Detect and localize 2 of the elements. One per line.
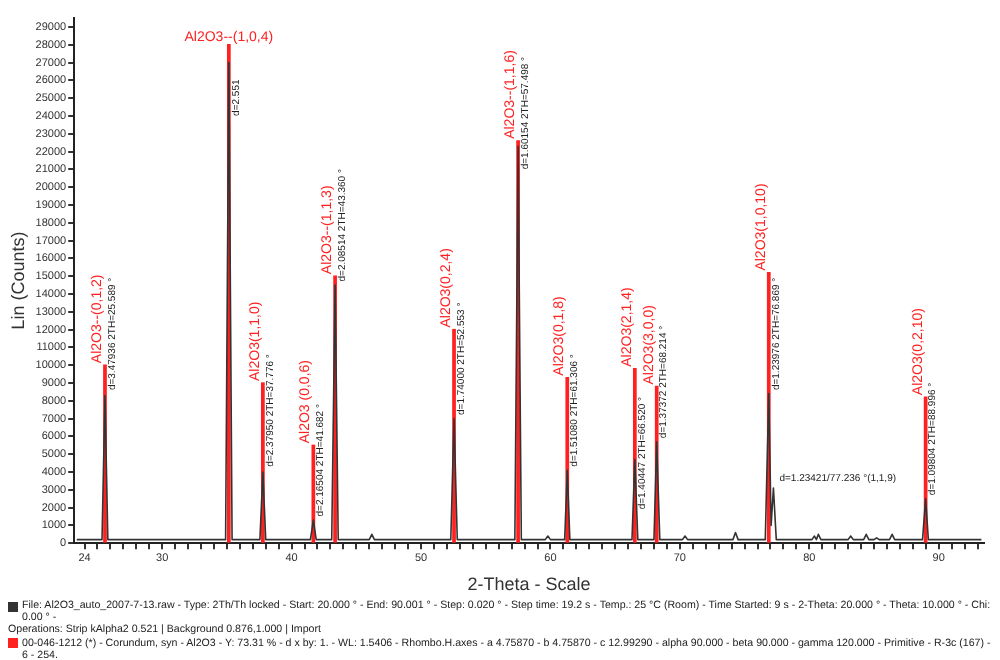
x-axis-title: 2-Theta - Scale — [467, 574, 591, 595]
y-axis-title: Lin (Counts) — [7, 231, 28, 330]
